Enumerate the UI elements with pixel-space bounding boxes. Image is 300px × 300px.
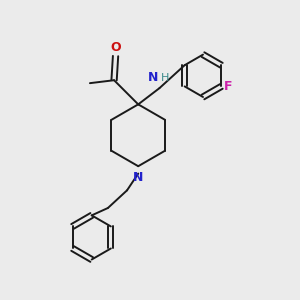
Text: H: H [161,73,169,83]
Text: N: N [133,172,143,184]
Text: N: N [148,71,158,84]
Text: F: F [224,80,233,93]
Text: O: O [110,41,121,54]
